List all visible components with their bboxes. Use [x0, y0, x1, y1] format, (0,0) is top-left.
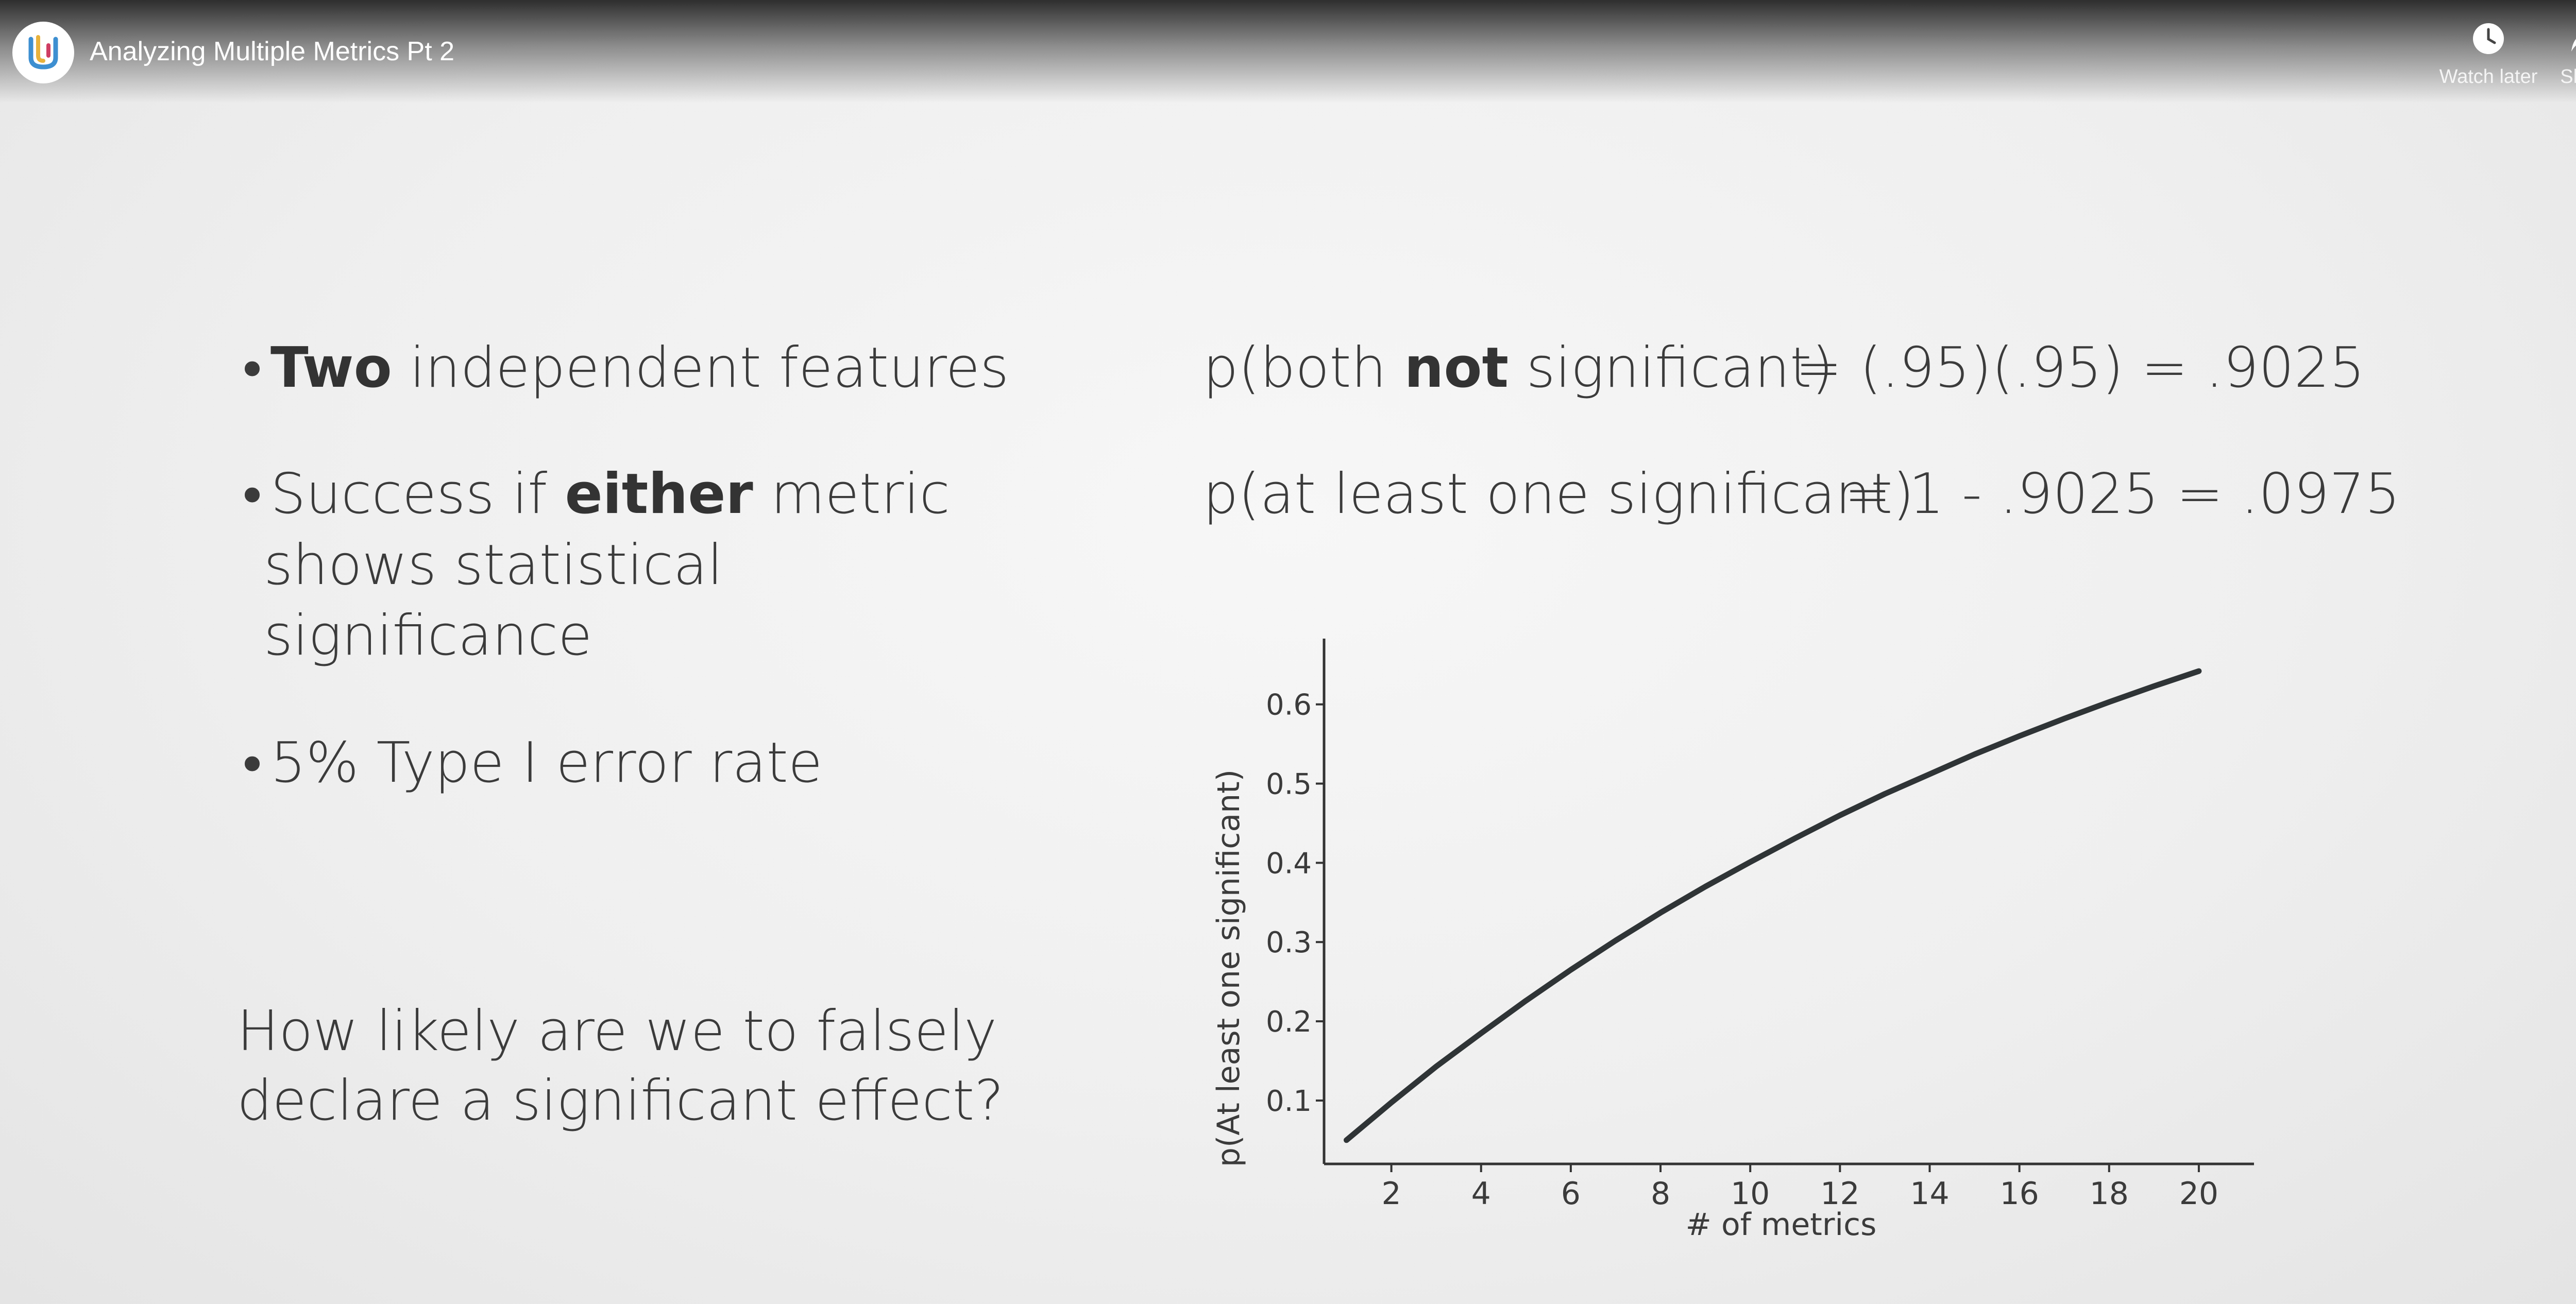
clock-icon — [2473, 23, 2504, 54]
bullet-1-text: independent features — [392, 336, 1009, 400]
bullet-2-line2: shows statistical — [264, 533, 723, 597]
equation-1-rhs: = (.95)(.95) = .9025 — [1795, 336, 2365, 400]
x-tick-label: 4 — [1471, 1176, 1491, 1212]
bullet-2-bold: either — [565, 462, 753, 526]
equation-2-rhs: = 1 - .9025 = .0975 — [1844, 462, 2400, 526]
y-tick-label: 0.3 — [1266, 926, 1312, 959]
x-tick-label: 6 — [1561, 1176, 1581, 1212]
x-tick-label: 2 — [1382, 1176, 1401, 1212]
x-tick-label: 20 — [2179, 1176, 2218, 1212]
bullet-item-2: Success if either metric — [270, 462, 950, 526]
significance-chart: 2 4 6 8 10 12 14 16 18 20 0.1 0.2 0.3 0.4 0.5 0.6 # of… — [1211, 639, 2254, 1243]
bullet-item-1: Two independent features — [270, 336, 1009, 400]
x-tick-label: 12 — [1820, 1176, 1859, 1212]
y-tick-label: 0.4 — [1266, 847, 1312, 880]
chart-series — [1344, 668, 2202, 1143]
question-line-2: declare a significant effect? — [237, 1069, 1004, 1133]
video-top-bar — [0, 0, 2576, 103]
series-line — [1344, 668, 2202, 1143]
x-axis-ticks: 2 4 6 8 10 12 14 16 18 20 — [1382, 1164, 2218, 1212]
x-axis-label: # of metrics — [1686, 1207, 1877, 1243]
y-tick-label: 0.2 — [1266, 1005, 1312, 1039]
bullet-2-line3: significance — [264, 604, 592, 668]
y-tick-label: 0.5 — [1266, 768, 1312, 801]
bullet-dot: • — [237, 466, 267, 526]
watch-later-button[interactable]: Watch later — [2427, 15, 2550, 93]
x-tick-label: 16 — [1999, 1176, 2039, 1212]
channel-logo[interactable] — [12, 22, 74, 83]
bullet-2-pre: Success if — [270, 462, 565, 526]
eq1-bold: not — [1404, 336, 1509, 400]
share-label: Share — [2560, 66, 2576, 88]
bullet-1-bold: Two — [270, 336, 392, 400]
udacity-logo-icon — [28, 35, 58, 70]
x-tick-label: 18 — [2090, 1176, 2129, 1212]
y-axis-label: p(At least one significant) — [1211, 769, 1247, 1167]
x-tick-label: 14 — [1910, 1176, 1949, 1212]
eq1-post: significant) — [1509, 336, 1834, 400]
eq1-pre: p(both — [1203, 336, 1404, 400]
bullet-2-post: metric — [753, 462, 950, 526]
equation-both-not-significant: p(both not significant) — [1203, 336, 1834, 400]
bullet-dot: • — [237, 735, 267, 795]
video-title[interactable]: Analyzing Multiple Metrics Pt 2 — [90, 37, 455, 66]
y-tick-label: 0.1 — [1266, 1085, 1312, 1118]
share-button[interactable]: Share — [2524, 15, 2576, 93]
bullet-item-3: 5% Type I error rate — [270, 731, 823, 795]
x-tick-label: 10 — [1731, 1176, 1770, 1212]
bullet-dot: • — [237, 340, 267, 400]
y-tick-label: 0.6 — [1266, 689, 1312, 722]
y-axis-ticks: 0.1 0.2 0.3 0.4 0.5 0.6 — [1266, 689, 1324, 1118]
chart-axes — [1323, 639, 2254, 1165]
equation-at-least-one-significant: p(at least one significant) — [1203, 462, 1914, 526]
question-line-1: How likely are we to falsely — [237, 999, 997, 1063]
share-arrow-icon — [2571, 39, 2576, 52]
watch-later-label: Watch later — [2439, 66, 2538, 88]
x-tick-label: 8 — [1651, 1176, 1670, 1212]
